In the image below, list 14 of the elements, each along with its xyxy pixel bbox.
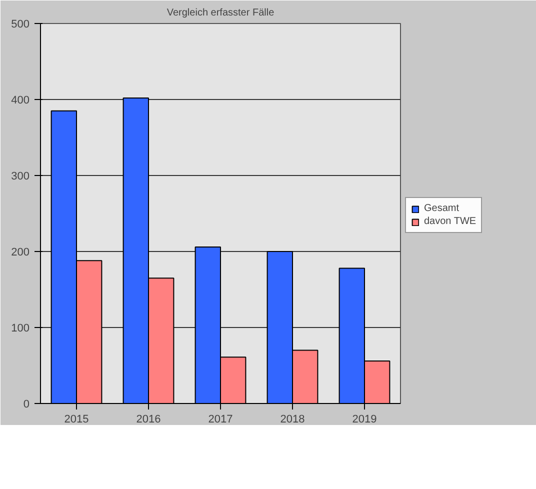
y-tick-label: 200 <box>11 246 30 258</box>
chart-title: Vergleich erfasster Fälle <box>166 8 275 18</box>
y-tick-label: 300 <box>11 170 30 182</box>
y-tick-label: 500 <box>11 18 30 30</box>
y-tick-label: 400 <box>11 94 30 106</box>
legend-label: Gesamt <box>424 203 460 214</box>
x-tick-label: 2019 <box>352 414 377 426</box>
legend-label: davon TWE <box>424 216 476 227</box>
x-tick-label: 2016 <box>136 414 161 426</box>
x-tick-label: 2018 <box>280 414 305 426</box>
y-tick-label: 0 <box>23 398 30 410</box>
x-tick-label: 2017 <box>208 414 233 426</box>
x-tick-label: 2015 <box>64 414 89 426</box>
y-tick-label: 100 <box>11 322 30 334</box>
